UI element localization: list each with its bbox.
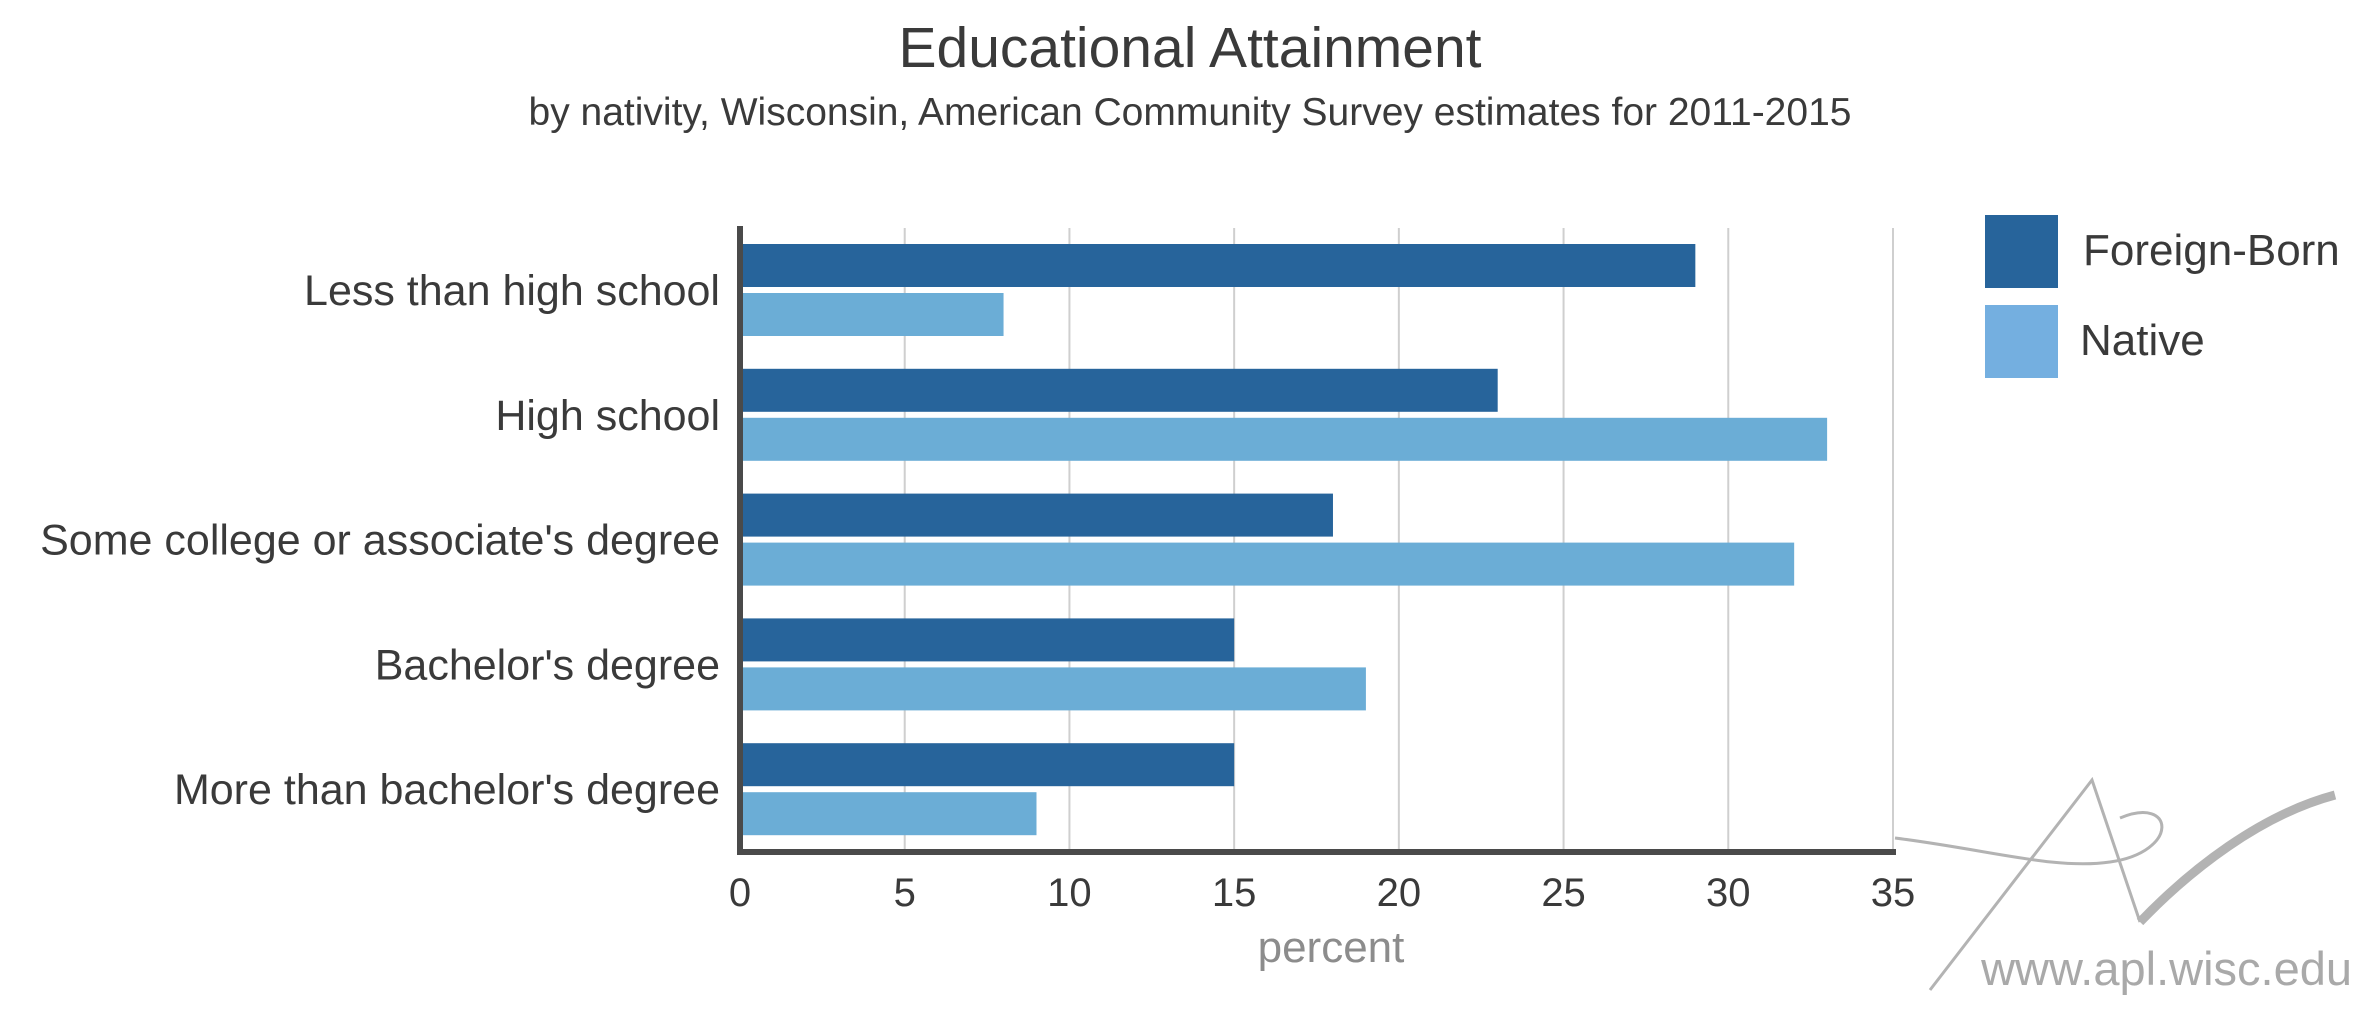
x-axis-title: percent	[1258, 923, 1405, 972]
category-labels: Less than high school High school Some col…	[40, 267, 720, 814]
bar-native-4	[740, 792, 1037, 836]
bar-native-2	[740, 542, 1795, 586]
bar-foreign-born-0	[740, 244, 1696, 287]
x-tick-label: 35	[1871, 871, 1916, 915]
x-tick-label: 10	[1047, 871, 1092, 915]
x-tick-labels: 0 5 10 15 20 25 30 35	[729, 871, 1915, 915]
category-label: Bachelor's degree	[375, 641, 720, 689]
chart-title: Educational Attainment	[898, 16, 1481, 80]
x-tick-label: 25	[1541, 871, 1586, 915]
category-label: More than bachelor's degree	[174, 766, 720, 814]
bar-native-3	[740, 667, 1366, 711]
x-tick-label: 30	[1706, 871, 1751, 915]
x-tick-label: 15	[1212, 871, 1257, 915]
chart-subtitle: by nativity, Wisconsin, American Communi…	[529, 91, 1852, 134]
legend-label: Foreign-Born	[2083, 226, 2340, 275]
bar-foreign-born-4	[740, 743, 1235, 787]
x-tick-label: 20	[1377, 871, 1422, 915]
bar-foreign-born-3	[740, 618, 1235, 662]
axes	[737, 226, 1896, 855]
apl-logo-icon	[1894, 776, 2337, 991]
bar-native-1	[740, 417, 1828, 461]
legend-swatch-foreign-born	[1985, 215, 2058, 288]
bar-native-0	[740, 293, 1004, 336]
legend-swatch-native	[1985, 305, 2058, 378]
category-label: High school	[495, 392, 720, 440]
x-tick-label: 0	[729, 871, 751, 915]
x-tick-label: 5	[894, 871, 916, 915]
gridlines	[903, 228, 1894, 852]
watermark-url: www.apl.wisc.edu	[1980, 942, 2352, 995]
bars	[740, 244, 1828, 836]
category-label: Some college or associate's degree	[40, 517, 720, 565]
category-label: Less than high school	[304, 267, 720, 315]
bar-foreign-born-1	[740, 368, 1498, 412]
watermark: www.apl.wisc.edu	[1894, 776, 2352, 995]
legend: Foreign-Born Native	[1985, 215, 2340, 378]
legend-label: Native	[2080, 316, 2205, 365]
bar-foreign-born-2	[740, 493, 1333, 537]
